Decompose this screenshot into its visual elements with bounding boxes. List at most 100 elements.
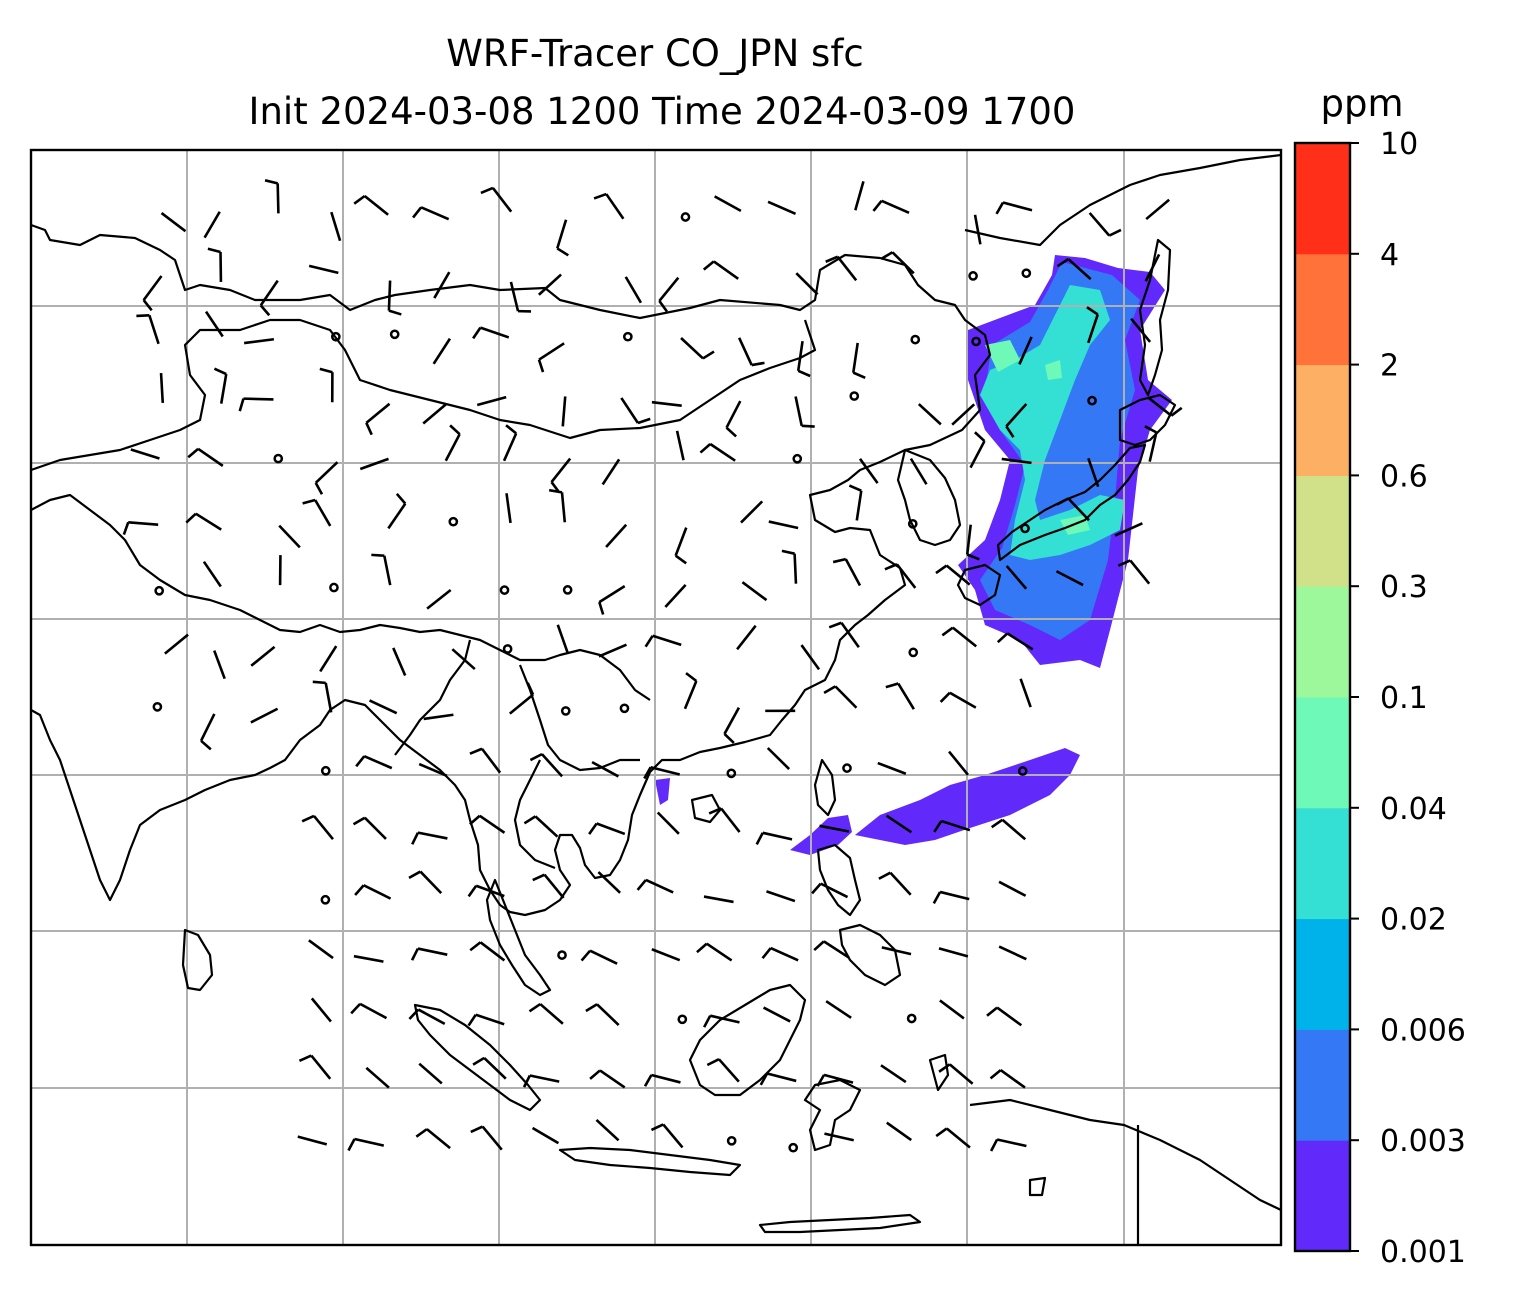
wind-barb-flag xyxy=(643,1074,653,1087)
interior-border-4 xyxy=(518,664,640,772)
wind-barb-flag xyxy=(1056,257,1070,268)
wind-barb-shaft xyxy=(651,948,681,962)
calm-wind-circle xyxy=(619,703,630,714)
wind-barb-shaft xyxy=(433,271,451,299)
wind-barb-flag xyxy=(801,424,815,428)
wind-barb-shaft xyxy=(650,765,681,776)
wind-barb-flag xyxy=(885,682,899,689)
wind-barb-flag xyxy=(467,884,478,898)
wind-barb-shaft xyxy=(324,682,333,713)
wind-barb-shaft xyxy=(297,1135,328,1146)
wind-barb-flag xyxy=(467,1013,477,1027)
wind-barb-shaft xyxy=(591,760,620,778)
calm-wind-circle xyxy=(562,585,573,595)
wind-barb-shaft xyxy=(897,682,915,710)
wind-barb-shaft xyxy=(599,1069,626,1089)
wind-barb-shaft xyxy=(996,1138,1027,1148)
colorbar-tick-label: 4 xyxy=(1380,238,1399,273)
wind-barb-shaft xyxy=(250,645,276,667)
wind-barb-shaft xyxy=(128,521,159,527)
wind-barb-shaft xyxy=(601,458,621,486)
wind-barb-flag xyxy=(658,300,668,313)
wind-barb-flag xyxy=(636,879,647,891)
wind-barb-shaft xyxy=(509,693,534,715)
calm-wind-circle xyxy=(907,518,918,529)
wind-barb-shaft xyxy=(531,1126,560,1145)
wind-barb-flag xyxy=(469,941,482,952)
map-area xyxy=(31,150,1281,1245)
wind-barb-shaft xyxy=(917,403,942,426)
asia-mainland-coast xyxy=(31,223,992,917)
colorbar-tick-label: 0.02 xyxy=(1380,903,1447,938)
wind-barb-flag xyxy=(355,755,366,768)
wind-barb-shaft xyxy=(556,624,569,654)
title-line-1: WRF-Tracer CO_JPN sfc xyxy=(446,32,863,75)
wind-barb-flag xyxy=(966,553,980,561)
calm-wind-circle xyxy=(152,701,163,712)
wind-barb-shaft xyxy=(365,1066,390,1089)
wind-barb-flag xyxy=(706,1058,720,1067)
wind-barb-shaft xyxy=(359,457,389,471)
wind-barb-shaft xyxy=(999,1069,1026,1089)
wind-barb-shaft xyxy=(480,326,510,339)
wind-barb-flag xyxy=(702,1015,712,1028)
wind-barb-shaft xyxy=(314,461,339,484)
wind-barb-shaft xyxy=(543,873,565,899)
wind-barb-shaft xyxy=(624,276,643,304)
colorbar-tick-label: 0.04 xyxy=(1380,792,1447,827)
wind-barb-shaft xyxy=(844,558,862,587)
wind-barb-shaft xyxy=(387,280,392,311)
philippines-south xyxy=(838,923,902,987)
wind-barb-shaft xyxy=(1019,678,1032,708)
wind-barb-shaft xyxy=(795,272,819,296)
title-line-2: Init 2024-03-08 1200 Time 2024-03-09 170… xyxy=(249,90,1076,133)
wind-barb-shaft xyxy=(354,1137,385,1147)
wind-barb-flag xyxy=(1170,406,1183,417)
wind-barb-shaft xyxy=(714,195,742,213)
wind-barb-shaft xyxy=(939,999,965,1020)
wind-barb-shaft xyxy=(737,337,753,366)
wind-barb-flag xyxy=(852,371,866,379)
wind-barb-shaft xyxy=(725,400,742,429)
wind-barb-shaft xyxy=(683,680,698,710)
wind-barb-flag xyxy=(995,201,1005,215)
wind-barb-flag xyxy=(352,816,366,826)
wind-barb-shaft xyxy=(885,814,913,834)
wind-barb-shaft xyxy=(938,947,969,958)
wind-barb-shaft xyxy=(160,212,187,233)
calm-wind-circle xyxy=(557,950,567,960)
calm-wind-circle xyxy=(1017,766,1028,776)
wind-barb-shaft xyxy=(310,997,332,1023)
wind-barb-shaft xyxy=(475,1013,505,1026)
wind-barb-shaft xyxy=(359,1002,388,1020)
interior-border-1 xyxy=(31,318,817,472)
wind-barb-shaft xyxy=(951,403,976,426)
wind-barb-flag xyxy=(238,398,245,412)
wind-barb-shaft xyxy=(319,645,338,673)
wind-barb-shaft xyxy=(824,1132,855,1142)
wind-barb-flag xyxy=(637,417,651,425)
wind-barb-flag xyxy=(699,443,712,454)
wind-barb-flag xyxy=(884,563,898,571)
wind-barb-shaft xyxy=(820,882,849,899)
wind-barb-flag xyxy=(259,304,271,317)
wind-barb-shaft xyxy=(770,946,799,962)
wind-barb-flag xyxy=(302,498,316,505)
wind-barb-shaft xyxy=(1146,396,1173,417)
wind-barb-shaft xyxy=(541,753,564,778)
colorbar-tick-label: 0.003 xyxy=(1380,1124,1466,1159)
luzon-island xyxy=(816,843,862,917)
wind-barb-flag xyxy=(354,884,365,896)
wind-barb-flag xyxy=(136,313,150,318)
wind-barb-shaft xyxy=(854,180,865,211)
wind-barb-flag xyxy=(816,1074,826,1087)
calm-wind-circle xyxy=(677,1014,688,1025)
wind-barb-shaft xyxy=(203,211,221,239)
wind-barb-shaft xyxy=(819,824,850,833)
wind-barb-flag xyxy=(264,179,278,185)
wind-barb-flag xyxy=(470,1125,484,1134)
russia-coast-north xyxy=(964,153,1281,247)
wind-barb-shaft xyxy=(823,1073,854,1084)
hainan-island xyxy=(690,793,722,824)
colorbar-band xyxy=(1295,586,1350,698)
